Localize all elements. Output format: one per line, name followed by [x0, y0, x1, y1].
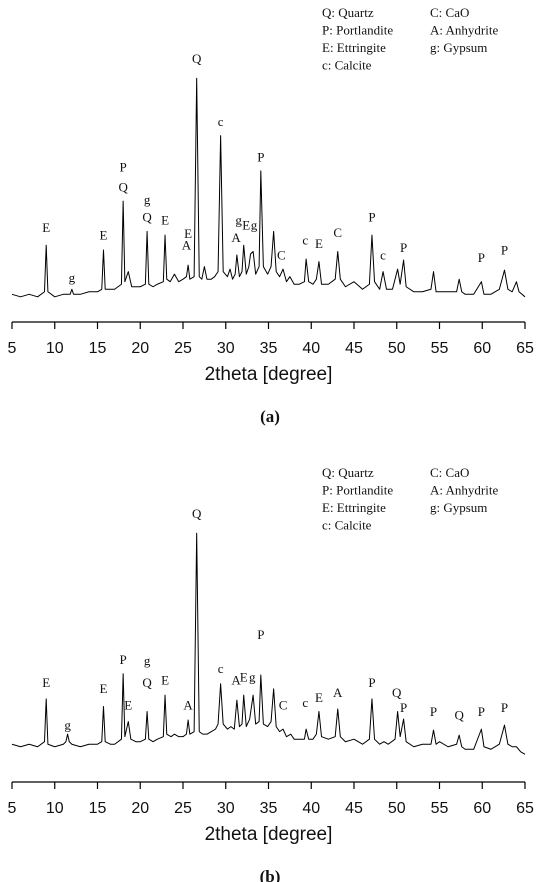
- xrd-trace: [11, 77, 526, 298]
- legend-entry: c: Calcite: [322, 517, 372, 532]
- x-tick-label: 45: [345, 800, 363, 817]
- x-tick-label: 20: [131, 340, 149, 357]
- peak-label: Q: [392, 685, 402, 700]
- legend-entry: C: CaO: [430, 465, 469, 480]
- peak-label: P: [430, 704, 437, 719]
- peak-label: A: [182, 237, 192, 252]
- peak-label: E: [240, 670, 248, 685]
- legend-entry: g: Gypsum: [430, 500, 487, 515]
- peak-label: A: [231, 672, 241, 687]
- x-tick-label: 35: [260, 340, 278, 357]
- peak-label: P: [400, 700, 407, 715]
- x-tick-label: 25: [174, 340, 192, 357]
- peak-label: c: [218, 114, 224, 129]
- peak-label: C: [277, 248, 286, 263]
- peak-label: g: [69, 270, 76, 285]
- legend-entry: g: Gypsum: [430, 40, 487, 55]
- peak-label: g: [235, 212, 242, 227]
- x-tick-label: 10: [46, 800, 64, 817]
- peak-label: P: [120, 159, 127, 174]
- legend-entry: Q: Quartz: [322, 5, 374, 20]
- peak-label: P: [257, 149, 264, 164]
- peak-label: Q: [118, 180, 128, 195]
- x-axis-title: 2theta [degree]: [205, 364, 333, 385]
- peak-label: P: [478, 250, 485, 265]
- x-tick-label: 40: [302, 340, 320, 357]
- legend-entry: E: Ettringite: [322, 40, 386, 55]
- peak-label: g: [249, 670, 256, 685]
- peak-label: E: [100, 227, 108, 242]
- panel-label: (a): [260, 407, 280, 426]
- peak-label: c: [218, 661, 224, 676]
- peak-label: Q: [142, 210, 152, 225]
- x-tick-label: 50: [388, 340, 406, 357]
- x-tick-label: 30: [217, 800, 235, 817]
- peak-label: A: [183, 697, 193, 712]
- peak-label: g: [144, 192, 151, 207]
- legend-entry: C: CaO: [430, 5, 469, 20]
- x-tick-label: 40: [302, 800, 320, 817]
- peak-label: P: [400, 240, 407, 255]
- legend-entry: c: Calcite: [322, 57, 372, 72]
- peak-label: E: [100, 681, 108, 696]
- peak-label: c: [302, 695, 308, 710]
- x-tick-label: 10: [46, 340, 64, 357]
- x-tick-label: 5: [8, 340, 17, 357]
- peak-label: E: [42, 675, 50, 690]
- peak-label: C: [333, 225, 342, 240]
- peak-label: P: [368, 210, 375, 225]
- x-tick-label: 30: [217, 340, 235, 357]
- peak-label: P: [478, 704, 485, 719]
- legend-entry: A: Anhydrite: [430, 22, 498, 37]
- peak-label: c: [302, 232, 308, 247]
- x-tick-label: 55: [431, 800, 449, 817]
- x-tick-label: 65: [516, 800, 534, 817]
- peak-label: E: [184, 226, 192, 241]
- x-tick-label: 35: [260, 800, 278, 817]
- peak-label: Q: [192, 51, 202, 66]
- peak-label: C: [279, 697, 288, 712]
- peak-label: g: [251, 217, 258, 232]
- peak-label: E: [161, 212, 169, 227]
- peak-label: E: [315, 690, 323, 705]
- x-tick-label: 5: [8, 800, 17, 817]
- x-tick-label: 15: [89, 340, 107, 357]
- panel-label: (b): [260, 867, 281, 882]
- peak-label: P: [501, 242, 508, 257]
- x-tick-label: 45: [345, 340, 363, 357]
- peak-label: g: [64, 718, 71, 733]
- peak-label: E: [242, 217, 250, 232]
- peak-label: A: [333, 685, 343, 700]
- peak-label: P: [501, 700, 508, 715]
- peak-label: P: [120, 652, 127, 667]
- peak-label: E: [315, 236, 323, 251]
- x-tick-label: 60: [473, 340, 491, 357]
- legend-entry: E: Ettringite: [322, 500, 386, 515]
- legend-entry: Q: Quartz: [322, 465, 374, 480]
- x-tick-label: 60: [473, 800, 491, 817]
- peak-label: g: [144, 653, 151, 668]
- legend-entry: P: Portlandite: [322, 22, 393, 37]
- peak-label: E: [124, 697, 132, 712]
- peak-label: P: [257, 627, 264, 642]
- x-axis-title: 2theta [degree]: [205, 824, 333, 845]
- x-tick-label: 55: [431, 340, 449, 357]
- x-tick-label: 15: [89, 800, 107, 817]
- peak-label: E: [161, 672, 169, 687]
- x-tick-label: 65: [516, 340, 534, 357]
- xrd-trace: [11, 532, 526, 755]
- peak-label: Q: [142, 675, 152, 690]
- x-tick-label: 20: [131, 800, 149, 817]
- x-tick-label: 50: [388, 800, 406, 817]
- peak-label: P: [368, 675, 375, 690]
- peak-label: Q: [454, 708, 464, 723]
- x-tick-label: 25: [174, 800, 192, 817]
- peak-label: A: [231, 230, 241, 245]
- legend-entry: A: Anhydrite: [430, 482, 498, 497]
- legend-entry: P: Portlandite: [322, 482, 393, 497]
- peak-label: Q: [192, 506, 202, 521]
- peak-label: c: [380, 248, 386, 263]
- peak-label: E: [42, 220, 50, 235]
